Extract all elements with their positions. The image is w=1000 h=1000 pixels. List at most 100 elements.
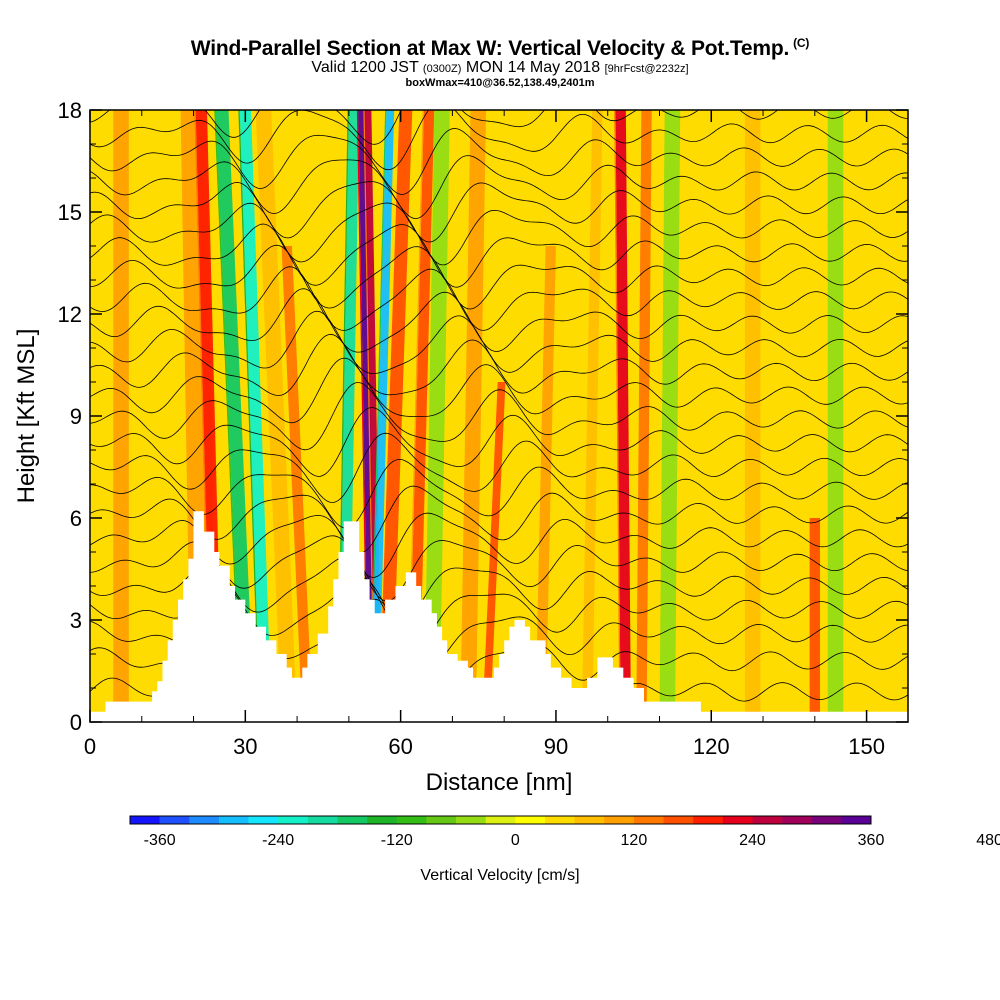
theta-contour-10 xyxy=(90,407,908,477)
velocity-band-20 xyxy=(744,110,761,722)
theta-contour-8 xyxy=(90,458,908,529)
colorbar-swatch-7 xyxy=(337,816,368,824)
colorbar-swatch-20 xyxy=(722,816,753,824)
x-axis: 0 30 60 90 120 150 xyxy=(84,110,885,759)
theta-contour-15 xyxy=(90,288,908,353)
velocity-band-edge-8 xyxy=(363,110,376,722)
colorbar-label: Vertical Velocity [cm/s] xyxy=(420,867,579,884)
colorbar-swatch-8 xyxy=(367,816,398,824)
colorbar-swatch-13 xyxy=(515,816,546,824)
velocity-band-edge-7 xyxy=(356,110,369,722)
velocity-band-5 xyxy=(281,246,313,722)
colorbar-tick--240: -240 xyxy=(262,832,294,849)
velocity-band-edge-11 xyxy=(407,110,424,722)
theta-contour-16 xyxy=(90,266,908,331)
velocity-band-11 xyxy=(408,110,435,722)
colorbar-swatch-15 xyxy=(574,816,605,824)
x-tick-label-90: 90 xyxy=(544,734,568,759)
colorbar-tick-0: 0 xyxy=(511,832,520,849)
velocity-band-9 xyxy=(370,110,395,722)
colorbar-tick--120: -120 xyxy=(381,832,413,849)
colorbar-tick--360: -360 xyxy=(144,832,176,849)
y-tick-label-15: 15 xyxy=(58,200,82,225)
theta-contour-21 xyxy=(90,155,908,220)
theta-contour-19 xyxy=(90,202,908,266)
forecast-info: [9hrFcst@2232z] xyxy=(604,63,689,75)
colorbar-swatch-17 xyxy=(633,816,664,824)
theta-contour-7 xyxy=(90,485,908,554)
x-tick-label-120: 120 xyxy=(693,734,730,759)
colorbar-frame xyxy=(129,815,872,825)
theta-contours xyxy=(90,110,908,721)
velocity-band-18 xyxy=(636,110,652,722)
valid-utc: (0300Z) xyxy=(422,63,462,75)
velocity-band-19 xyxy=(659,110,681,722)
chart-title-text: Wind-Parallel Section at Max W: Vertical… xyxy=(190,37,790,60)
colorbar-swatch-24 xyxy=(841,816,872,824)
colorbar-tick-120: 120 xyxy=(621,832,648,849)
colorbar-swatch-14 xyxy=(544,816,575,824)
x-tick-label-150: 150 xyxy=(848,734,885,759)
theta-contour-9 xyxy=(90,432,908,503)
y-tick-label-12: 12 xyxy=(58,302,82,327)
colorbar-swatch-16 xyxy=(604,816,635,824)
theta-contour-14 xyxy=(90,310,908,374)
theta-contour-22 xyxy=(90,128,908,195)
velocity-band-4 xyxy=(255,110,298,722)
velocity-band-22 xyxy=(827,110,844,722)
y-tick-label-3: 3 xyxy=(70,608,82,633)
x-tick-label-0: 0 xyxy=(84,734,96,759)
theta-contour-6 xyxy=(90,512,908,578)
colorbar-swatch-10 xyxy=(426,816,457,824)
x-axis-label: Distance [nm] xyxy=(426,769,573,796)
velocity-band-15 xyxy=(535,246,556,722)
velocity-band-23 xyxy=(113,110,129,722)
colorbar-swatch-23 xyxy=(811,816,842,824)
colorbar-swatch-5 xyxy=(278,816,309,824)
chart-title: Wind-Parallel Section at Max W: Vertical… xyxy=(0,36,1000,61)
velocity-band-10 xyxy=(378,110,413,722)
colorbar-swatch-9 xyxy=(396,816,427,824)
theta-contour-17 xyxy=(90,244,908,310)
velocity-band-edge-9 xyxy=(369,110,387,722)
colorbar-swatch-21 xyxy=(752,816,783,824)
valid-date: MON 14 May 2018 xyxy=(465,59,601,76)
theta-contour-13 xyxy=(90,333,908,396)
theta-contour-23 xyxy=(90,110,908,171)
box-info: boxWmax=410@36.52,138.49,2401m xyxy=(405,77,595,89)
velocity-band-12 xyxy=(423,110,450,722)
y-axis: 0 3 6 9 12 15 18 xyxy=(58,98,908,735)
colorbar-tick-480: 480 xyxy=(976,832,1000,849)
colorbar-swatch-19 xyxy=(693,816,724,824)
y-axis-label: Height [Kft MSL] xyxy=(13,329,40,504)
colorbar-swatch-0 xyxy=(130,816,160,824)
colorbar-tick-240: 240 xyxy=(739,832,766,849)
theta-contour-20 xyxy=(90,181,908,243)
velocity-band-edge-2 xyxy=(214,110,242,722)
colorbar-swatch-4 xyxy=(248,816,279,824)
chart-subtitle: Valid 1200 JST (0300Z) MON 14 May 2018 [… xyxy=(0,59,1000,77)
velocity-band-21 xyxy=(809,518,820,722)
terrain-mask xyxy=(90,511,908,722)
colorbar-swatch-3 xyxy=(218,816,249,824)
velocity-band-16 xyxy=(581,110,603,722)
colorbar-swatch-1 xyxy=(159,816,190,824)
colorbar: -360 -240 -120 0 120 240 360 480 xyxy=(129,815,1000,849)
colorbar-swatch-11 xyxy=(456,816,486,824)
velocity-band-14 xyxy=(482,382,506,722)
x-tick-label-60: 60 xyxy=(388,734,412,759)
velocity-band-17 xyxy=(615,110,632,722)
colorbar-swatch-12 xyxy=(485,816,516,824)
copyright-mark: (C) xyxy=(793,36,810,50)
y-tick-label-6: 6 xyxy=(70,506,82,531)
theta-contour-12 xyxy=(90,357,908,424)
theta-contour-18 xyxy=(90,223,908,288)
colorbar-swatch-2 xyxy=(189,816,220,824)
colorbar-swatch-22 xyxy=(782,816,813,824)
y-tick-label-0: 0 xyxy=(70,710,82,735)
colorbar-tick-360: 360 xyxy=(858,832,885,849)
colorbar-swatch-6 xyxy=(307,816,338,824)
y-tick-label-18: 18 xyxy=(58,98,82,123)
colorbar-swatch-18 xyxy=(663,816,694,824)
theta-contour-24 xyxy=(90,110,908,145)
